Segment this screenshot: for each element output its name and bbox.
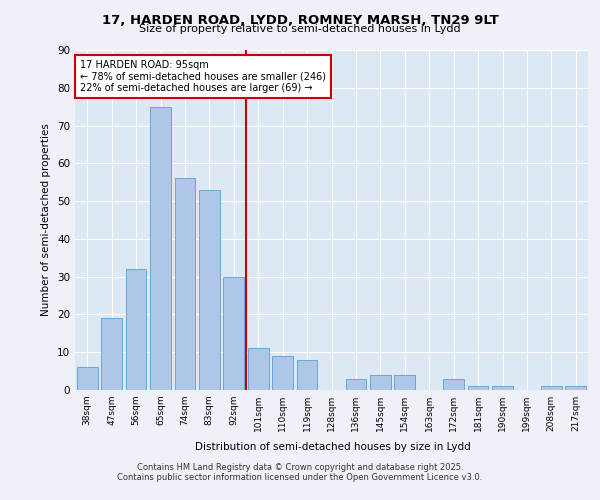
Bar bbox=[394, 375, 415, 390]
Bar bbox=[101, 318, 122, 390]
Bar bbox=[199, 190, 220, 390]
Bar bbox=[125, 269, 146, 390]
Bar bbox=[541, 386, 562, 390]
Y-axis label: Number of semi-detached properties: Number of semi-detached properties bbox=[41, 124, 52, 316]
Text: Contains public sector information licensed under the Open Government Licence v3: Contains public sector information licen… bbox=[118, 473, 482, 482]
Bar bbox=[467, 386, 488, 390]
Bar bbox=[565, 386, 586, 390]
Bar bbox=[370, 375, 391, 390]
Text: Size of property relative to semi-detached houses in Lydd: Size of property relative to semi-detach… bbox=[139, 24, 461, 34]
Bar bbox=[223, 276, 244, 390]
Bar bbox=[77, 368, 98, 390]
Bar bbox=[443, 378, 464, 390]
Bar bbox=[492, 386, 513, 390]
Bar bbox=[150, 106, 171, 390]
Bar bbox=[296, 360, 317, 390]
Text: Contains HM Land Registry data © Crown copyright and database right 2025.: Contains HM Land Registry data © Crown c… bbox=[137, 464, 463, 472]
Bar bbox=[248, 348, 269, 390]
Text: 17 HARDEN ROAD: 95sqm
← 78% of semi-detached houses are smaller (246)
22% of sem: 17 HARDEN ROAD: 95sqm ← 78% of semi-deta… bbox=[80, 60, 326, 94]
Bar bbox=[272, 356, 293, 390]
Text: 17, HARDEN ROAD, LYDD, ROMNEY MARSH, TN29 9LT: 17, HARDEN ROAD, LYDD, ROMNEY MARSH, TN2… bbox=[101, 14, 499, 27]
Bar bbox=[175, 178, 196, 390]
Bar bbox=[346, 378, 367, 390]
Text: Distribution of semi-detached houses by size in Lydd: Distribution of semi-detached houses by … bbox=[195, 442, 471, 452]
